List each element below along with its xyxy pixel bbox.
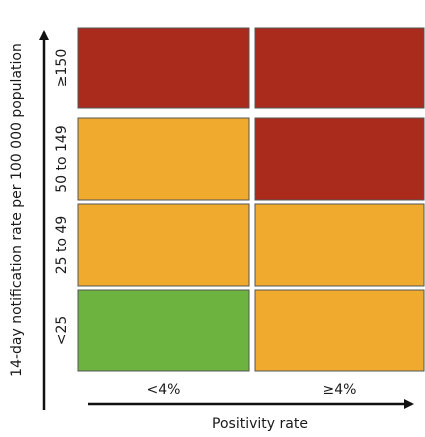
y-tick-label: <25 bbox=[54, 316, 70, 346]
x-tick-labels: <4% ≥4% bbox=[147, 382, 357, 398]
y-tick-label: 50 to 149 bbox=[54, 125, 70, 193]
x-tick-label: <4% bbox=[147, 382, 181, 398]
matrix-cell-orange bbox=[254, 203, 425, 287]
matrix-cells bbox=[77, 27, 425, 372]
matrix-cell-red bbox=[254, 117, 425, 201]
matrix-cell-green bbox=[77, 289, 250, 372]
matrix-cell-red bbox=[254, 27, 425, 109]
matrix-cell-orange bbox=[77, 203, 250, 287]
y-axis-title: 14-day notification rate per 100 000 pop… bbox=[9, 43, 25, 377]
x-axis-title: Positivity rate bbox=[212, 416, 308, 432]
y-tick-label: 25 to 49 bbox=[54, 216, 70, 275]
y-tick-label: ≥150 bbox=[54, 49, 70, 87]
x-tick-label: ≥4% bbox=[323, 382, 357, 398]
matrix-cell-orange bbox=[254, 289, 425, 372]
matrix-cell-orange bbox=[77, 117, 250, 201]
y-tick-labels: <25 25 to 49 50 to 149 ≥150 bbox=[54, 49, 70, 346]
matrix-cell-red bbox=[77, 27, 250, 109]
